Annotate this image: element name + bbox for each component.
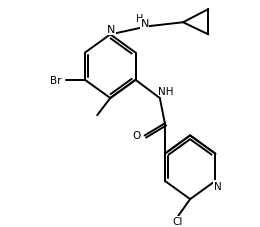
Text: Br: Br <box>50 76 61 86</box>
Text: O: O <box>132 131 141 141</box>
Text: NH: NH <box>158 86 174 96</box>
Text: H: H <box>136 14 143 24</box>
Text: N: N <box>213 181 221 191</box>
Text: N: N <box>107 25 115 35</box>
Text: N: N <box>140 19 149 29</box>
Text: Cl: Cl <box>173 216 183 226</box>
